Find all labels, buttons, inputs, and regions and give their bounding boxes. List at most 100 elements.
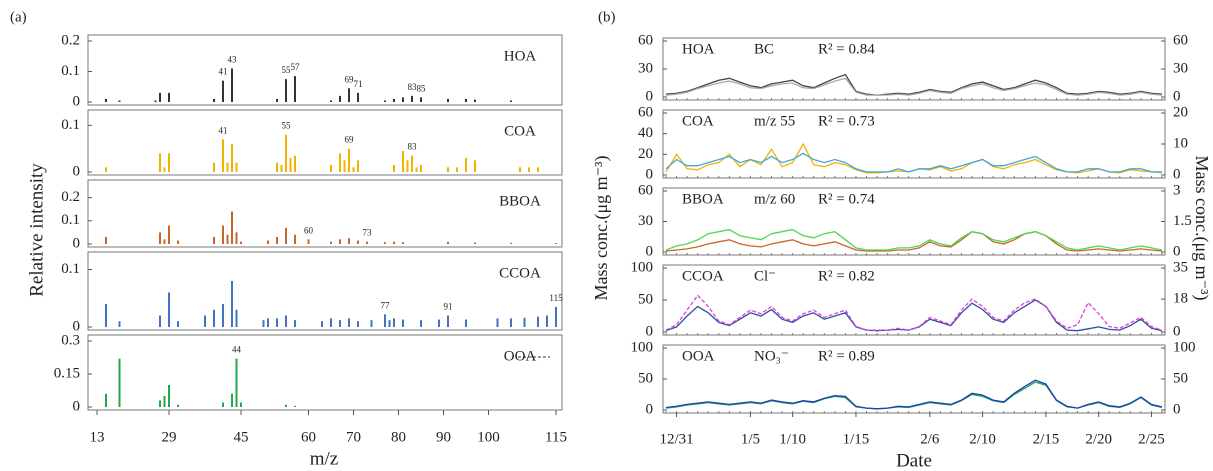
bar (285, 134, 287, 172)
bar (384, 314, 386, 327)
y-tick-label: 40 (638, 125, 653, 141)
bar (231, 68, 233, 102)
y-tick-label: 0.2 (61, 189, 80, 205)
x-tick-label: 1/15 (843, 431, 870, 447)
y-tick-label: 0 (73, 163, 81, 179)
peak-label: 91 (444, 302, 453, 312)
peak-label: 69 (345, 135, 355, 145)
y-tick-label: 0 (73, 318, 81, 334)
bar (285, 227, 287, 244)
bar (402, 242, 404, 244)
bar (348, 238, 350, 244)
panel-label: (b) (598, 9, 616, 25)
bar (177, 240, 179, 244)
bar (393, 318, 395, 327)
bar (213, 309, 215, 327)
bar (168, 153, 170, 172)
y-tick-label: 0 (73, 235, 81, 251)
bar (388, 320, 391, 327)
series-line (665, 379, 1163, 410)
bar (159, 400, 161, 407)
bar (177, 321, 179, 327)
subplot-frame (87, 34, 563, 106)
bar (159, 92, 161, 102)
y-tick-label: 0 (646, 243, 654, 259)
factor-name: HOA (504, 48, 537, 64)
legend-label: Cl⁻ (754, 268, 776, 284)
y-axis-title: Relative intensity (26, 163, 47, 297)
bar (285, 404, 287, 407)
peak-label: 43 (228, 55, 238, 65)
bar (177, 404, 179, 407)
series-line (665, 231, 1163, 252)
legend-label: BBOA (682, 191, 724, 207)
bar (402, 319, 404, 327)
bar (285, 79, 287, 102)
bar (555, 243, 557, 244)
bar (168, 225, 170, 244)
bar (465, 98, 467, 102)
bar (357, 92, 359, 102)
y-tick-label: 0.1 (61, 63, 80, 79)
bar (204, 315, 206, 327)
y2-tick-label: 100 (1173, 339, 1196, 355)
bar (357, 321, 359, 327)
bar (339, 95, 341, 102)
x-tick-label: 60 (301, 429, 316, 445)
bar (231, 281, 233, 327)
x-axis-title: Date (896, 450, 932, 471)
bar (474, 242, 476, 244)
y2-axis-title: Mass conc.(μg m⁻³) (1191, 155, 1212, 300)
subplot-frame (87, 334, 563, 411)
subplot-frame (662, 109, 1166, 179)
bar (447, 315, 449, 327)
peak-label: 85 (417, 83, 427, 93)
bar (510, 100, 512, 102)
x-tick-label: 1/5 (741, 431, 760, 447)
x-tick-label: 45 (234, 429, 249, 445)
y-tick-label: 100 (631, 259, 654, 275)
y-tick-label: 0 (646, 401, 654, 417)
y-tick-label: 0 (73, 398, 81, 414)
legend-label: OOA (682, 348, 715, 364)
y2-tick-label: 0 (1173, 401, 1181, 417)
bar (384, 242, 386, 244)
bar (370, 320, 373, 327)
x-tick-label: 2/6 (920, 431, 940, 447)
y-tick-label: 0 (646, 166, 654, 182)
y-tick-label: 0.2 (61, 32, 80, 48)
y-tick-label: 0.3 (61, 332, 80, 348)
y-tick-label: 0 (646, 88, 654, 104)
peak-label: 55 (282, 65, 292, 75)
y2-tick-label: 35 (1173, 259, 1188, 275)
bar (352, 167, 355, 172)
y-tick-label: 20 (638, 146, 653, 162)
bar (339, 153, 341, 172)
bar (402, 97, 404, 102)
bar (163, 396, 166, 407)
x-tick-label: 2/10 (969, 431, 996, 447)
legend-label: BC (754, 41, 774, 57)
peak-label: 41 (219, 67, 228, 77)
bar (276, 318, 278, 327)
bar (447, 98, 449, 102)
series-line (665, 228, 1163, 251)
bar (330, 165, 332, 172)
legend-label: CCOA (682, 268, 724, 284)
bar (226, 234, 229, 244)
series-line (665, 73, 1163, 96)
y2-tick-label: 0 (1173, 323, 1181, 339)
bar (276, 237, 278, 244)
peak-label: 41 (219, 125, 228, 135)
bar (222, 139, 224, 172)
bar (294, 76, 296, 102)
y2-tick-label: 10 (1173, 135, 1188, 151)
bar (420, 165, 422, 172)
x-tick-label: 2/20 (1085, 431, 1112, 447)
bar (447, 167, 449, 172)
bar (330, 318, 332, 327)
bar (235, 309, 238, 327)
bar (343, 160, 346, 172)
bar (294, 155, 296, 172)
